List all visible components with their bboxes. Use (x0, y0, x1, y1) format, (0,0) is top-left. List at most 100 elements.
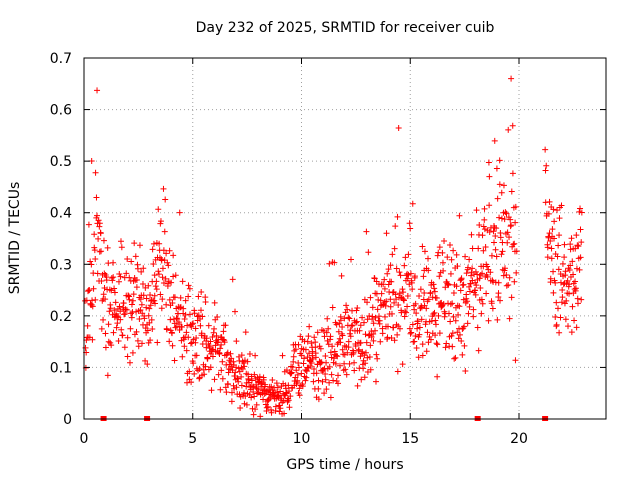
data-point (312, 339, 319, 346)
data-point (341, 315, 348, 322)
data-point (414, 318, 421, 325)
data-point (439, 259, 446, 266)
data-point (106, 308, 113, 315)
data-point (179, 353, 186, 360)
data-point (133, 284, 140, 291)
y-tick-label: 0.7 (50, 51, 72, 67)
y-tick-label: 0.3 (50, 257, 72, 273)
data-point (464, 320, 471, 327)
data-point (425, 267, 432, 274)
data-point (180, 305, 187, 312)
data-point (248, 377, 255, 384)
data-point (450, 289, 457, 296)
data-point (484, 273, 491, 280)
data-point (117, 238, 124, 245)
data-point (308, 360, 315, 367)
data-point (561, 241, 568, 248)
data-point (395, 125, 402, 132)
data-point (409, 200, 416, 207)
data-point (450, 247, 457, 254)
data-point (138, 340, 145, 347)
data-point (402, 254, 409, 261)
data-point (476, 221, 483, 228)
data-point (84, 322, 91, 329)
data-point (235, 378, 242, 385)
data-point (293, 367, 300, 374)
data-point (220, 336, 227, 343)
data-point (394, 331, 401, 338)
data-point (209, 334, 216, 341)
data-point (396, 325, 403, 332)
data-point (448, 256, 455, 263)
data-point (100, 237, 107, 244)
data-point (381, 285, 388, 292)
data-point (458, 337, 465, 344)
data-point (136, 315, 143, 322)
data-point (342, 366, 349, 373)
data-point (543, 162, 550, 169)
data-point (465, 310, 472, 317)
data-point (303, 374, 310, 381)
data-point (562, 316, 569, 323)
data-point (189, 321, 196, 328)
data-point (193, 352, 200, 359)
data-point (367, 342, 374, 349)
data-point (217, 345, 224, 352)
data-point (133, 277, 140, 284)
data-point (421, 290, 428, 297)
x-axis-ticks: 0 5 10 15 20 (80, 58, 528, 447)
data-point (120, 300, 127, 307)
data-point (324, 337, 331, 344)
data-point (486, 173, 493, 180)
data-point (387, 262, 394, 269)
data-point (565, 323, 572, 330)
data-point (447, 301, 454, 308)
data-point (320, 366, 327, 373)
data-point (321, 390, 328, 397)
data-point (481, 216, 488, 223)
data-point (508, 294, 515, 301)
data-point (337, 317, 344, 324)
data-point (126, 274, 133, 281)
data-point (554, 305, 561, 312)
data-point (193, 335, 200, 342)
data-point (198, 289, 205, 296)
data-point (171, 357, 178, 364)
data-point (335, 380, 342, 387)
data-point (183, 329, 190, 336)
data-point (545, 210, 552, 217)
data-point (96, 220, 103, 227)
data-point (277, 388, 284, 395)
data-point (469, 265, 476, 272)
data-point (368, 334, 375, 341)
data-point (488, 300, 495, 307)
data-point (84, 288, 91, 295)
data-point (335, 328, 342, 335)
data-point (475, 245, 482, 252)
data-point (482, 243, 489, 250)
data-point (102, 344, 109, 351)
data-point (232, 308, 239, 315)
data-point (160, 247, 167, 254)
data-point (100, 291, 107, 298)
data-point (243, 401, 250, 408)
data-point (436, 273, 443, 280)
data-point (425, 296, 432, 303)
data-point (295, 360, 302, 367)
data-point (399, 286, 406, 293)
data-point (274, 384, 281, 391)
data-point (299, 383, 306, 390)
data-point (171, 294, 178, 301)
data-point (467, 288, 474, 295)
data-point (92, 169, 99, 176)
data-point (364, 354, 371, 361)
data-point (273, 380, 280, 387)
data-point (124, 255, 131, 262)
data-point (461, 323, 468, 330)
data-point (512, 203, 519, 210)
data-point (419, 341, 426, 348)
data-point (312, 354, 319, 361)
data-point (508, 188, 515, 195)
data-point (202, 299, 209, 306)
data-point (577, 226, 584, 233)
